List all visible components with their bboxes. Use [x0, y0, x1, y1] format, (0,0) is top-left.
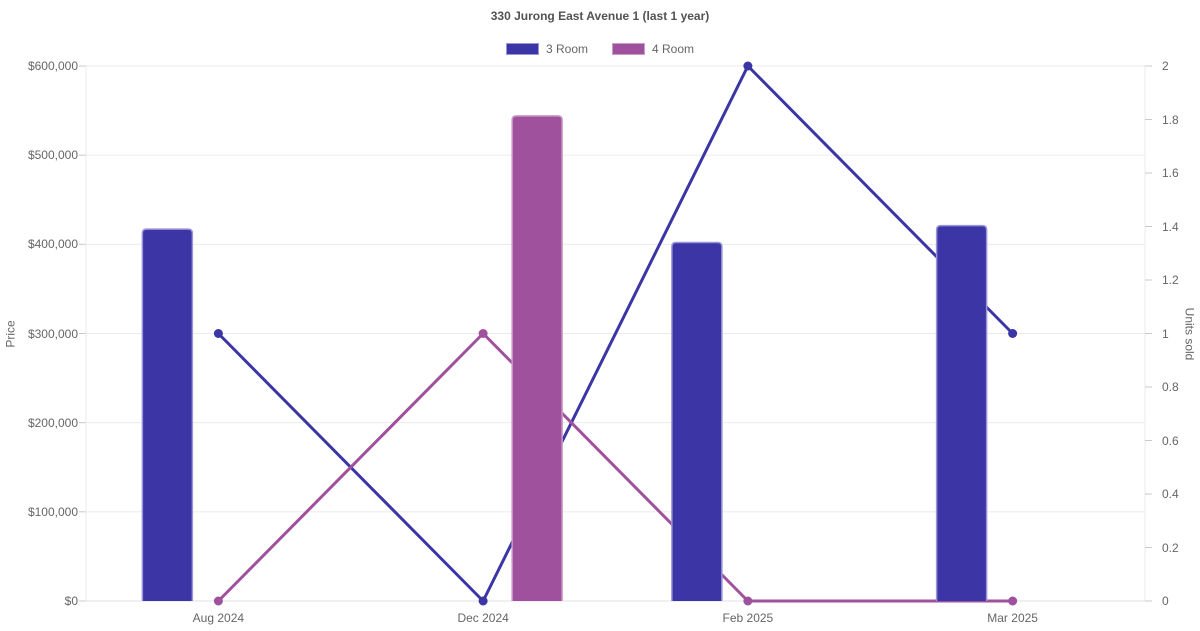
- y-axis-right-tick-label: 2: [1162, 59, 1169, 73]
- legend-swatch-4-room: [612, 43, 645, 55]
- data-point-4-room: [213, 596, 223, 606]
- y-axis-right-tick-label: 0.6: [1162, 433, 1179, 448]
- data-point-4-room: [478, 329, 488, 338]
- y-axis-right-tick-label: 1.4: [1162, 219, 1179, 234]
- y-axis-left-tick-label: $400,000: [27, 237, 78, 252]
- y-axis-right-tick-label: 1: [1162, 326, 1169, 341]
- legend-item-3-room[interactable]: 3 Room: [505, 42, 588, 56]
- price-bar-3-room: [935, 224, 988, 601]
- units-sold-line-4-room: [216, 332, 1015, 603]
- y-axis-left-tick-label: $600,000: [27, 59, 78, 73]
- y-axis-right-tick-label: 1.6: [1162, 166, 1179, 180]
- price-bar-4-room: [511, 115, 563, 601]
- x-axis-tick-label: Dec 2024: [457, 611, 509, 625]
- x-axis-tick-label: Aug 2024: [192, 611, 245, 625]
- x-axis-tick-label: Feb 2025: [722, 611, 774, 625]
- legend: 3 Room 4 Room: [0, 42, 1200, 56]
- y-axis-left-tick-label: $500,000: [27, 148, 78, 163]
- data-point-4-room: [1008, 596, 1018, 606]
- y-axis-right-tick-label: 1.8: [1162, 112, 1179, 127]
- y-axis-right-tick-label: 0.2: [1162, 540, 1179, 555]
- y-axis-right-tick-label: 0: [1162, 594, 1169, 608]
- legend-swatch-3-room: [505, 43, 539, 55]
- price-bar-3-room: [141, 228, 194, 601]
- legend-label-4-room: 4 Room: [652, 42, 695, 56]
- data-point-3-room: [213, 329, 223, 338]
- data-point-4-room: [743, 596, 753, 606]
- y-axis-left-tick-label: $100,000: [27, 504, 78, 519]
- price-bar-3-room: [671, 241, 723, 601]
- legend-item-4-room[interactable]: 4 Room: [612, 42, 694, 56]
- y-axis-right-tick-label: 1.2: [1162, 273, 1179, 287]
- data-point-3-room: [478, 596, 488, 606]
- data-point-3-room: [743, 61, 753, 71]
- y-axis-left-tick-label: $300,000: [27, 326, 78, 341]
- x-axis-tick-label: Mar 2025: [987, 611, 1038, 625]
- y-axis-left-tick-label: $0: [64, 594, 78, 608]
- y-axis-left-tick-label: $200,000: [27, 415, 78, 430]
- data-point-3-room: [1008, 329, 1018, 338]
- legend-label-3-room: 3 Room: [545, 42, 588, 56]
- chart-title: 330 Jurong East Avenue 1 (last 1 year): [490, 9, 710, 23]
- y-axis-right-tick-label: 0.4: [1162, 487, 1179, 501]
- y-axis-right-tick-label: 0.8: [1162, 380, 1179, 394]
